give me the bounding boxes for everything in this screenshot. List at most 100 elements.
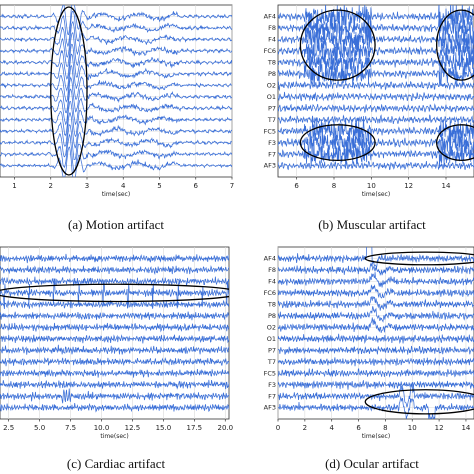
channel-label: F8 [268,266,276,274]
artifact-highlights [299,9,474,162]
channel-label: F7 [268,392,276,400]
eeg-trace [0,76,232,114]
x-tick-label: 5 [157,182,161,190]
traces [0,253,229,413]
channel-label: P8 [268,312,276,320]
channel-label: O2 [267,81,276,89]
eeg-trace [0,253,229,264]
x-tick-label: 14 [461,424,470,432]
channel-label: P8 [268,70,276,78]
eeg-trace [278,57,474,88]
eeg-trace [0,123,232,160]
eeg-trace [278,114,474,125]
eeg-trace [0,112,232,149]
caption-c: (c) Cardiac artifact [67,456,166,471]
artifact-ellipse [364,251,474,266]
x-axis-label: time(sec) [362,433,390,440]
artifact-ellipse [0,283,229,303]
x-tick-label: 8 [383,424,387,432]
artifact-ellipse [299,124,376,162]
caption-b: (b) Muscular artifact [318,217,426,232]
eeg-trace [278,345,474,355]
panel-motion-artifact: 1 2 3 4 5 6 7 time(sec) [0,4,234,198]
eeg-trace [0,100,232,138]
channel-label: F7 [268,150,276,158]
artifact-highlights [0,283,229,303]
x-axis-label: time(sec) [100,433,128,440]
x-tick-label: 14 [442,182,451,190]
panel-ocular-artifact: AF4 F8 F4 FC6 T8 P8 O2 O1 P7 T7 FC5 F3 F7 AF3 0 2 4 6 8 10 1… [264,246,474,440]
eeg-trace [0,334,229,344]
artifact-ellipse [299,9,376,81]
x-tick-label: 15.0 [156,424,172,432]
x-tick-label: 20.0 [217,424,233,432]
x-tick-label: 17.5 [187,424,203,432]
channel-label: FC6 [264,289,276,297]
artifact-ellipse [436,9,474,81]
eeg-trace [0,10,232,48]
x-tick-label: 7 [230,182,234,190]
channel-label: F4 [268,278,276,286]
channel-label: FC5 [264,127,276,135]
channel-label: T8 [267,59,276,67]
channel-label: FC5 [264,369,276,377]
plot-frame [0,4,233,178]
eeg-trace [0,379,229,390]
eeg-trace [0,402,229,413]
eeg-trace [278,357,474,367]
panel-cardiac-artifact: 2.5 5.0 7.5 10.0 12.5 15.0 17.5 20.0 time(sec) [0,246,233,440]
eeg-trace [278,160,474,171]
eeg-trace [0,43,232,80]
x-tick-label: 6 [356,424,361,432]
x-tick-label: 2.5 [3,424,14,432]
eeg-trace [278,128,474,160]
eeg-trace [0,322,229,333]
channel-label: AF3 [264,162,276,170]
x-tick-label: 5.0 [34,424,45,432]
caption-a: (a) Motion artifact [68,217,164,232]
eeg-trace [0,64,232,103]
panel-muscular-artifact: AF4 F8 F4 FC6 T8 P8 O2 O1 P7 T7 FC5 F3 F7 AF3 6 8 10 12 14… [264,4,474,198]
eeg-trace [278,333,474,345]
channel-label: O2 [267,323,276,331]
traces [0,5,232,177]
eeg-trace [0,278,229,309]
channel-label: AF4 [264,255,276,263]
x-tick-label: 1 [12,182,16,190]
eeg-trace [278,296,474,311]
eeg-trace [278,284,474,299]
eeg-trace [278,306,474,323]
eeg-trace [0,357,229,367]
eeg-trace [278,380,474,390]
eeg-trace [278,80,474,92]
x-tick-label: 3 [85,182,89,190]
channel-label: P7 [268,346,276,354]
channel-label: O1 [267,93,276,101]
x-tick-label: 0 [276,424,280,432]
eeg-trace [278,367,474,378]
eeg-trace [0,276,229,287]
x-tick-label: 12 [435,424,444,432]
eeg-trace [0,368,229,378]
channel-label: F3 [268,139,276,147]
x-tick-label: 6 [194,182,199,190]
channel-label: F8 [268,24,276,32]
channel-label: F3 [268,381,276,389]
x-axis-label: time(sec) [102,191,130,198]
eeg-trace [278,247,474,272]
x-tick-label: 12.5 [125,424,141,432]
x-tick-label: 10 [367,182,376,190]
eeg-trace [0,53,232,92]
artifact-ellipse [50,6,88,176]
channel-label: AF3 [264,404,276,412]
caption-d: (d) Ocular artifact [325,456,419,471]
eeg-trace [278,260,474,277]
channel-label: T7 [267,116,276,124]
eeg-trace [0,5,232,36]
eeg-trace [0,20,232,58]
eeg-trace [278,26,474,54]
channel-label: F4 [268,36,276,44]
x-tick-label: 6 [294,182,299,190]
eeg-trace [0,388,229,404]
